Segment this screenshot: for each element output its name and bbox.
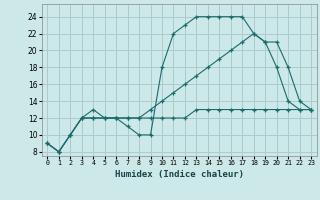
X-axis label: Humidex (Indice chaleur): Humidex (Indice chaleur) <box>115 170 244 179</box>
